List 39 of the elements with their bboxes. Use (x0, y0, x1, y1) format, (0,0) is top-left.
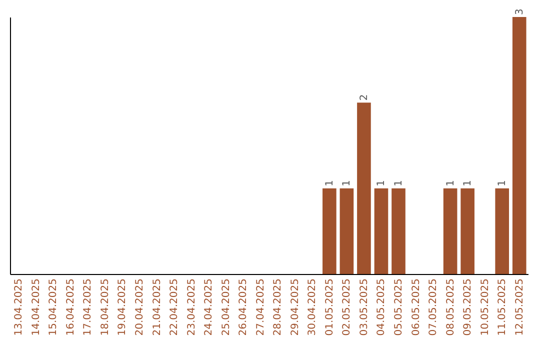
x-tick-label: 04.05.2025 (376, 278, 388, 336)
x-tick-label: 14.04.2025 (30, 278, 42, 336)
x-tick-label: 27.04.2025 (255, 278, 266, 336)
x-tick-label: 28.04.2025 (272, 278, 284, 336)
x-tick-label: 19.04.2025 (117, 278, 128, 336)
data-label: 3 (514, 8, 526, 15)
x-tick-label: 12.05.2025 (514, 278, 526, 336)
data-label: 1 (376, 180, 388, 186)
x-tick-label: 16.04.2025 (65, 278, 76, 336)
x-tick-label: 09.05.2025 (462, 278, 474, 336)
data-label: 1 (394, 180, 404, 186)
x-tick-label: 24.04.2025 (204, 278, 215, 336)
data-label: 1 (324, 180, 336, 186)
data-label: 1 (445, 180, 456, 186)
x-tick-label: 13.04.2025 (14, 278, 25, 336)
data-label: 1 (342, 180, 353, 186)
x-tick-label: 23.04.2025 (186, 278, 198, 336)
x-tick-label: 10.05.2025 (480, 278, 491, 336)
x-tick-label: 01.05.2025 (324, 278, 336, 336)
x-tick-label: 29.04.2025 (290, 278, 301, 336)
x-tick-label: 08.05.2025 (445, 278, 456, 336)
x-tick-label: 07.05.2025 (428, 278, 440, 336)
x-tick-label: 11.05.2025 (497, 278, 508, 336)
x-tick-label: 06.05.2025 (410, 278, 422, 336)
x-tick-label: 30.04.2025 (307, 278, 318, 336)
x-tick-label: 02.05.2025 (342, 278, 353, 336)
x-tick-label: 15.04.2025 (48, 278, 60, 336)
x-tick-label: 26.04.2025 (238, 278, 250, 336)
data-label: 1 (497, 180, 508, 186)
data-label: 1 (462, 180, 474, 186)
data-label: 2 (358, 94, 370, 101)
x-tick-label: 22.04.2025 (169, 278, 180, 336)
x-tick-label: 20.04.2025 (134, 278, 146, 336)
x-tick-label: 25.04.2025 (220, 278, 232, 336)
x-tick-label: 21.04.2025 (152, 278, 163, 336)
x-tick-label: 05.05.2025 (394, 278, 404, 336)
x-tick-label: 18.04.2025 (100, 278, 111, 336)
x-tick-label: 17.04.2025 (82, 278, 94, 336)
x-tick-label: 03.05.2025 (358, 278, 370, 336)
